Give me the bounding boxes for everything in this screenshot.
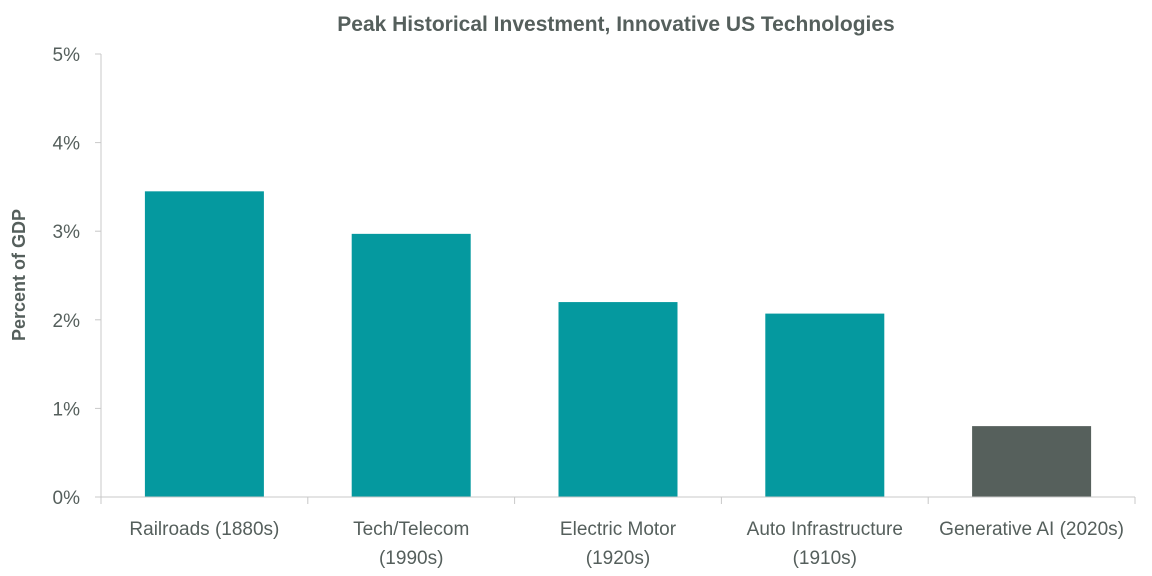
x-tick-label: Electric Motor (1920s) [560, 519, 677, 569]
y-tick-label: 4% [53, 134, 81, 155]
y-tick-label: 1% [53, 399, 81, 420]
y-tick-label: 0% [53, 488, 81, 509]
y-axis: 0% 1% 2% 3% 4% 5% [53, 45, 102, 509]
y-axis-label: Percent of GDP [9, 209, 29, 341]
y-tick-label: 3% [53, 222, 81, 243]
bar [144, 191, 264, 497]
bar [351, 233, 471, 497]
x-tick-label: Tech/Telecom (1990s) [353, 519, 469, 569]
bar [558, 302, 678, 497]
bars [144, 191, 1092, 497]
y-tick-label: 2% [53, 311, 81, 332]
x-tick-label: Auto Infrastructure (1910s) [747, 519, 903, 569]
bar [972, 426, 1092, 497]
y-tick-label: 5% [53, 45, 81, 66]
x-tick-label: Generative AI (2020s) [939, 519, 1124, 540]
x-tick-label: Railroads (1880s) [129, 519, 279, 540]
x-axis [100, 496, 1136, 504]
x-axis-labels: Railroads (1880s) Tech/Telecom (1990s) Elec… [129, 519, 1124, 569]
chart-title: Peak Historical Investment, Innovative U… [337, 13, 894, 36]
bar [765, 313, 885, 497]
